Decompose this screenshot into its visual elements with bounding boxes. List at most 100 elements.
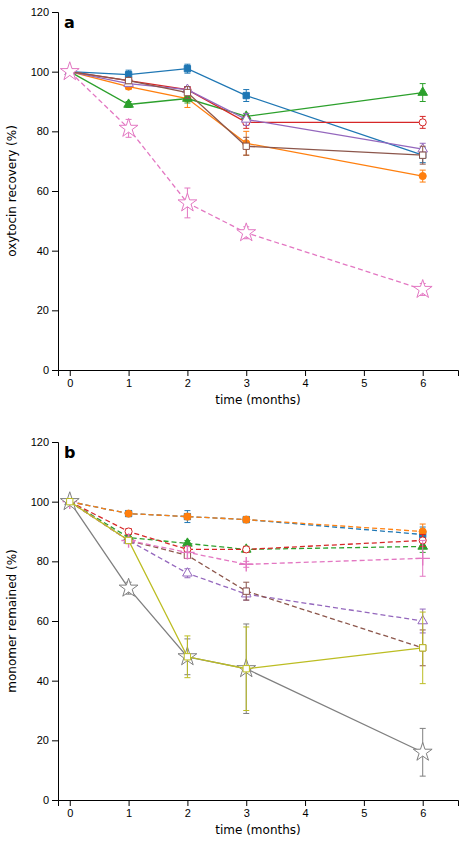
- x-tick-mark: [129, 800, 130, 806]
- marker: [420, 645, 426, 651]
- marker: [125, 77, 132, 84]
- y-tick-mark: [52, 442, 58, 443]
- x-tick-label: 0: [67, 807, 73, 819]
- panel-label: a: [64, 13, 75, 32]
- y-tick-mark: [52, 800, 58, 801]
- x-tick: 3: [244, 800, 250, 819]
- series: [66, 68, 426, 182]
- y-tick-label: 100: [31, 66, 49, 78]
- y-tick: 60: [37, 615, 58, 627]
- y-axis: 020406080100120: [31, 6, 59, 376]
- series: [65, 66, 428, 119]
- error-bar: [126, 537, 132, 543]
- y-tick-mark: [52, 502, 58, 503]
- marker: [243, 666, 249, 672]
- y-axis: 020406080100120: [31, 436, 59, 806]
- y-tick-mark: [52, 251, 58, 252]
- x-tick: 5: [361, 370, 367, 389]
- y-tick-label: 100: [31, 496, 49, 508]
- error-bar: [243, 90, 249, 102]
- chart-svg: 0123456020406080100120time (months)oxyto…: [0, 0, 474, 860]
- series: [67, 499, 426, 711]
- x-tick-label: 5: [361, 377, 367, 389]
- y-tick: 60: [37, 185, 58, 197]
- x-tick: 2: [185, 800, 191, 819]
- marker: [67, 499, 73, 505]
- error-bar: [420, 612, 426, 684]
- y-tick: 20: [37, 304, 58, 316]
- panel-label: b: [64, 443, 75, 462]
- x-tick: 0: [67, 800, 73, 819]
- y-axis-line: [52, 13, 59, 371]
- x-tick-label: 1: [126, 807, 132, 819]
- y-tick-mark: [52, 72, 58, 73]
- marker: [420, 152, 426, 158]
- error-bar: [243, 546, 249, 552]
- y-tick-label: 40: [37, 675, 49, 687]
- x-tick: 0: [67, 370, 73, 389]
- error-bar: [126, 78, 132, 84]
- x-tick-label: 4: [302, 377, 308, 389]
- marker: [180, 545, 194, 559]
- x-tick-label: 0: [67, 377, 73, 389]
- x-tick-label: 3: [244, 807, 250, 819]
- x-axis: 0 1 2 3 4 5 6: [59, 370, 459, 389]
- error-bar: [243, 131, 249, 155]
- error-bar: [243, 517, 249, 523]
- y-axis-line: [52, 443, 59, 801]
- error-bar: [126, 537, 132, 543]
- panel: 0123456020406080100120time (months)monom…: [5, 436, 459, 837]
- series: [65, 496, 428, 552]
- series: [66, 498, 426, 553]
- series-line: [70, 502, 423, 565]
- x-tick-label: 2: [185, 807, 191, 819]
- series-line: [70, 502, 423, 535]
- marker: [243, 516, 249, 522]
- x-tick-label: 4: [302, 807, 308, 819]
- marker: [124, 99, 134, 107]
- x-tick: 6: [420, 800, 426, 819]
- marker: [67, 499, 73, 505]
- x-tick: 6: [420, 370, 426, 389]
- series-line: [70, 72, 423, 176]
- y-tick-label: 0: [43, 364, 49, 376]
- y-tick-mark: [52, 131, 58, 132]
- marker: [66, 498, 73, 505]
- marker: [66, 498, 73, 505]
- x-axis-title: time (months): [215, 823, 301, 837]
- x-tick-label: 5: [361, 807, 367, 819]
- series-line: [70, 502, 423, 753]
- marker: [420, 152, 426, 158]
- y-tick-label: 60: [37, 185, 49, 197]
- plot-area: [60, 492, 432, 776]
- marker: [419, 173, 426, 180]
- y-tick-mark: [52, 740, 58, 741]
- marker: [237, 223, 256, 241]
- x-tick-mark: [305, 800, 306, 806]
- x-tick-label: 1: [126, 377, 132, 389]
- y-tick-label: 120: [31, 436, 49, 448]
- x-tick-mark: [364, 370, 365, 376]
- x-tick-label: 6: [420, 377, 426, 389]
- marker: [420, 645, 426, 651]
- series-line: [70, 502, 423, 532]
- error-bar: [243, 582, 249, 600]
- x-tick: 3: [244, 370, 250, 389]
- x-tick-mark: [364, 800, 365, 806]
- x-tick-mark: [70, 370, 71, 376]
- x-tick-label: 2: [185, 377, 191, 389]
- y-tick: 0: [43, 794, 58, 806]
- y-tick-label: 20: [37, 734, 49, 746]
- x-tick-mark: [423, 370, 424, 376]
- x-axis-line: [59, 801, 459, 807]
- y-tick-label: 0: [43, 794, 49, 806]
- marker: [243, 92, 249, 98]
- x-tick-label: 3: [244, 377, 250, 389]
- marker: [243, 588, 249, 594]
- y-tick: 100: [31, 66, 58, 78]
- marker: [125, 510, 132, 517]
- series-line: [70, 502, 423, 550]
- error-bar: [126, 537, 132, 543]
- marker: [178, 193, 197, 211]
- y-tick-mark: [52, 561, 58, 562]
